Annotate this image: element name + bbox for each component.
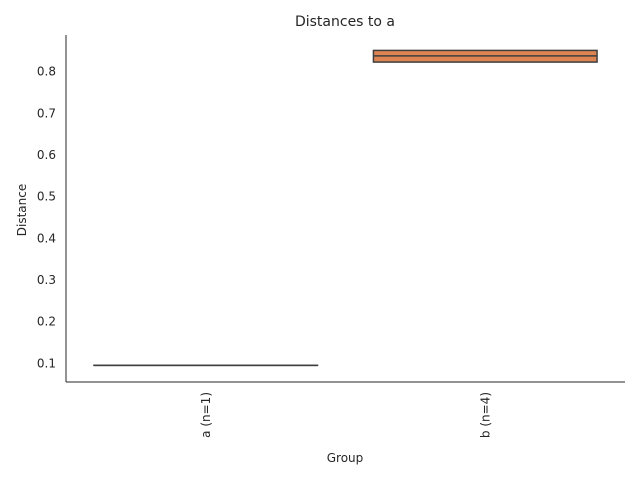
y-tick-label: 0.2: [37, 315, 56, 329]
y-tick-label: 0.7: [37, 106, 56, 120]
y-axis-title: Distance: [15, 184, 29, 236]
x-tick-label: b (n=4): [478, 392, 492, 438]
y-tick-label: 0.1: [37, 356, 56, 370]
plot-area: [93, 49, 598, 367]
chart-title: Distances to a: [295, 14, 395, 30]
x-axis-title: Group: [327, 451, 364, 465]
x-tick-label: a (n=1): [199, 392, 213, 438]
y-tick-label: 0.4: [37, 231, 56, 245]
box-2: [372, 49, 598, 63]
y-tick-label: 0.5: [37, 190, 56, 204]
y-tick-label: 0.8: [37, 65, 56, 79]
y-tick-label: 0.6: [37, 148, 56, 162]
y-axis: 0.1 0.2 0.3 0.4 0.5 0.6 0.7 0.8: [37, 35, 67, 382]
y-tick-label: 0.3: [37, 273, 56, 287]
x-axis: a (n=1) b (n=4): [66, 381, 625, 438]
